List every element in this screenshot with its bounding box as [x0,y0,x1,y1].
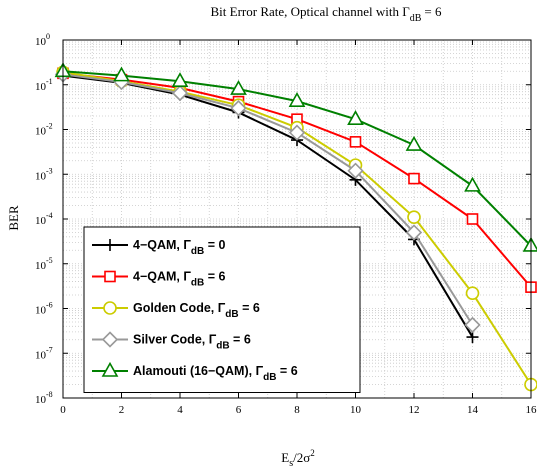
y-tick-label: 10-4 [35,211,53,227]
legend-label: Silver Code, ΓdB = 6 [133,333,251,352]
data-point [466,331,479,344]
legend-label: 4−QAM, ΓdB = 6 [133,270,225,289]
y-tick-label: 10-1 [35,77,53,93]
y-tick-label: 10-5 [35,256,53,272]
legend-box [83,226,361,393]
x-tick-label: 8 [294,404,300,416]
y-tick-label: 10-8 [35,390,53,406]
data-point [230,79,247,95]
y-tick-label: 10-7 [35,345,53,361]
x-tick-label: 0 [60,404,66,416]
data-point [171,72,189,88]
y-tick-label: 10-6 [35,301,53,317]
data-point [347,162,364,179]
x-axis-label: Es/2σ2 [281,448,314,469]
data-point [230,100,247,117]
legend-label: Golden Code, ΓdB = 6 [133,301,260,320]
legend-label: Alamouti (16−QAM), ΓdB = 6 [133,364,298,383]
series-line [62,73,474,326]
y-tick-label: 10-2 [35,122,53,138]
x-tick-label: 4 [177,404,183,416]
y-tick-label: 10-3 [35,166,53,182]
data-point [171,84,189,102]
legend-label: 4−QAM, ΓdB = 0 [133,238,225,257]
x-tick-label: 16 [526,404,537,416]
data-point [465,286,480,300]
chart-title: Bit Error Rate, Optical channel with ΓdB… [211,4,442,24]
data-point [288,92,306,107]
legend-item: Alamouti (16−QAM), ΓdB = 6 [92,361,298,383]
data-point [113,66,130,82]
data-point [104,239,116,251]
legend-item: Silver Code, ΓdB = 6 [92,331,251,352]
data-point [101,331,119,348]
x-tick-label: 2 [119,404,125,416]
legend-item: 4−QAM, ΓdB = 0 [92,238,225,257]
data-point [101,361,119,377]
series-layer [54,62,537,392]
data-point [464,176,481,192]
data-point [405,135,423,151]
data-point [407,210,421,224]
x-tick-label: 14 [467,404,479,416]
series-5 [54,62,537,252]
data-point [405,224,423,241]
y-axis-label: BER [6,205,21,231]
data-point [288,124,306,141]
data-point [347,110,364,125]
ticks: 0 2 4 6 8 10 12 14 16 100 10-1 10-2 10-3 10-4 10-5 10-6… [35,32,537,416]
data-point [103,301,117,315]
legend: 4−QAM, ΓdB = 0 4−QAM, ΓdB = 6 Golden Code,… [83,226,361,393]
data-point [408,172,420,185]
data-point [104,270,116,283]
data-point [464,316,481,334]
x-tick-label: 10 [350,404,362,416]
data-point [349,136,362,148]
legend-item: Golden Code, ΓdB = 6 [92,301,260,320]
y-tick-label: 100 [35,32,50,48]
x-tick-label: 6 [236,404,242,416]
legend-item: 4−QAM, ΓdB = 6 [92,270,225,289]
data-point [466,213,479,225]
x-tick-label: 12 [409,404,420,416]
